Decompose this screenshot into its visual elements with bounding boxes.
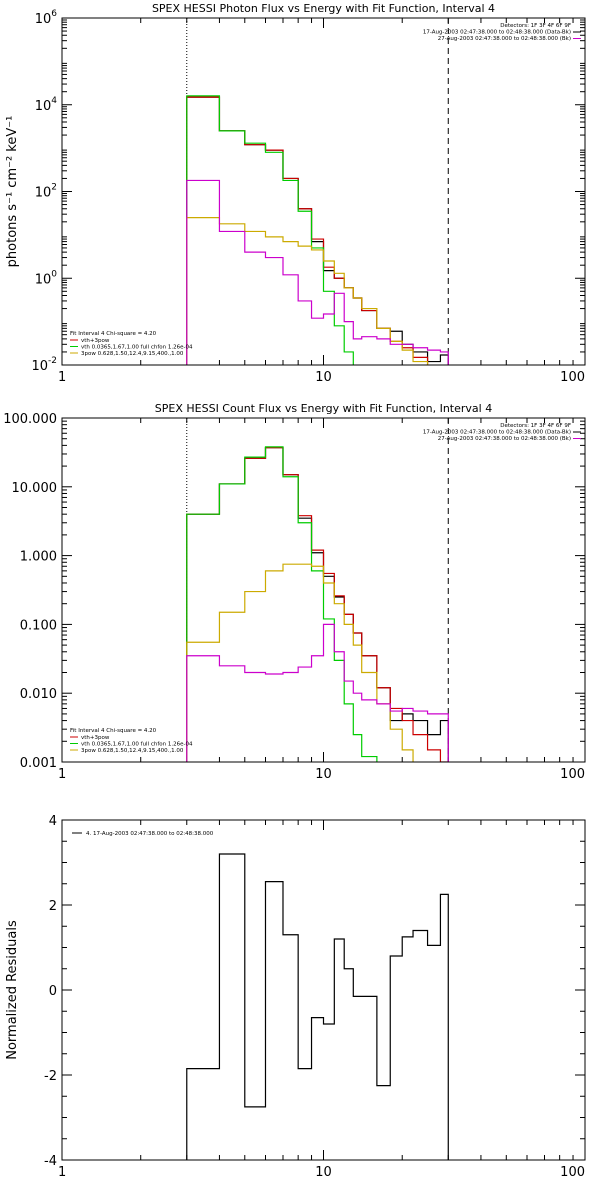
legend-label: 3pow 0.628,1.50,12.4,9.15,400.,1.00 (81, 748, 184, 754)
fit-info-text: Fit Interval 4 Chi-square = 4.20 (70, 331, 157, 337)
plot-frame (61, 17, 586, 366)
series-line-4 (186, 563, 449, 762)
header-text-line: Detectors: 1F 3F 4F 6F 9F (500, 23, 571, 29)
plot-frame (61, 417, 586, 763)
y-tick-label: -2 (44, 1069, 57, 1084)
chart-panel-3: Normalized Residuals 1 10 100 -4 -2 0 2 4 4. 17-A… (5, 814, 586, 1180)
y-tick-label: 0.100 (20, 618, 57, 633)
y-tick-label: 100.000 (3, 412, 57, 427)
fit-info-text: Fit Interval 4 Chi-square = 4.20 (70, 728, 157, 734)
series-line-3 (186, 446, 449, 762)
chart-title: SPEX HESSI Count Flux vs Energy with Fit… (155, 402, 492, 415)
y-tick-label: 4 (49, 814, 57, 829)
y-tick-label: 0.010 (20, 687, 57, 702)
legend-label: vth 0.0365,1.67,1.00 full chfon 1.26e-04 (81, 345, 193, 351)
series-line-4 (186, 217, 449, 365)
series-line-3 (186, 95, 449, 365)
y-tick-label: 104 (35, 96, 58, 114)
chart-panel-2: SPEX HESSI Count Flux vs Energy with Fit… (3, 402, 586, 782)
y-tick-label: 0.001 (20, 756, 57, 771)
chart-panel-1: SPEX HESSI Photon Flux vs Energy with Fi… (5, 2, 586, 385)
x-tick-label: 10 (315, 767, 332, 782)
x-tick-label: 1 (58, 767, 66, 782)
x-tick-label: 100 (560, 370, 585, 385)
x-tick-label: 10 (315, 370, 332, 385)
legend-label: vth+3pow (81, 338, 110, 344)
x-tick-label: 1 (58, 370, 66, 385)
y-tick-label: 102 (35, 183, 57, 201)
y-tick-label: 10.000 (12, 481, 58, 496)
x-tick-label: 100 (560, 767, 585, 782)
y-tick-label: 1.000 (20, 550, 57, 565)
series-line-1 (186, 447, 449, 762)
y-tick-label: 0 (49, 984, 57, 999)
legend-label: vth 0.0365,1.67,1.00 full chfon 1.26e-04 (81, 742, 193, 748)
x-tick-label: 1 (58, 1165, 66, 1180)
y-tick-label: -4 (44, 1154, 57, 1169)
y-axis-label: Normalized Residuals (5, 920, 20, 1060)
series-line-1 (186, 853, 449, 1160)
series-line-2 (186, 96, 449, 365)
x-tick-label: 100 (560, 1165, 585, 1180)
y-tick-label: 2 (49, 899, 57, 914)
y-tick-label: 106 (35, 9, 58, 27)
x-tick-label: 10 (315, 1165, 332, 1180)
y-tick-label: 10-2 (31, 356, 57, 374)
y-axis-label: photons s⁻¹ cm⁻² keV⁻¹ (5, 116, 20, 268)
header-text-line: Detectors: 1F 3F 4F 6F 9F (500, 423, 571, 429)
series-line-2 (186, 447, 449, 762)
series-line-5 (186, 623, 449, 762)
series-line-5 (186, 179, 449, 365)
header-text-line: 17-Aug-2003 02:47:38.000 to 02:48:38.000… (423, 430, 571, 436)
chart-title: SPEX HESSI Photon Flux vs Energy with Fi… (152, 2, 495, 15)
legend-label: 3pow 0.628,1.50,12.4,9.15,400.,1.00 (81, 351, 184, 357)
header-text-line: 27-Aug-2003 02:47:38.000 to 02:48:38.000… (438, 36, 571, 42)
y-tick-label: 100 (35, 269, 58, 287)
header-text-line: 17-Aug-2003 02:47:38.000 to 02:48:38.000… (423, 30, 571, 36)
legend-label: vth+3pow (81, 735, 110, 741)
plot-frame (61, 819, 586, 1161)
legend-label: 4. 17-Aug-2003 02:47:38.000 to 02:48:38.… (86, 831, 214, 837)
header-text-line: 27-Aug-2003 02:47:38.000 to 02:48:38.000… (438, 436, 571, 442)
